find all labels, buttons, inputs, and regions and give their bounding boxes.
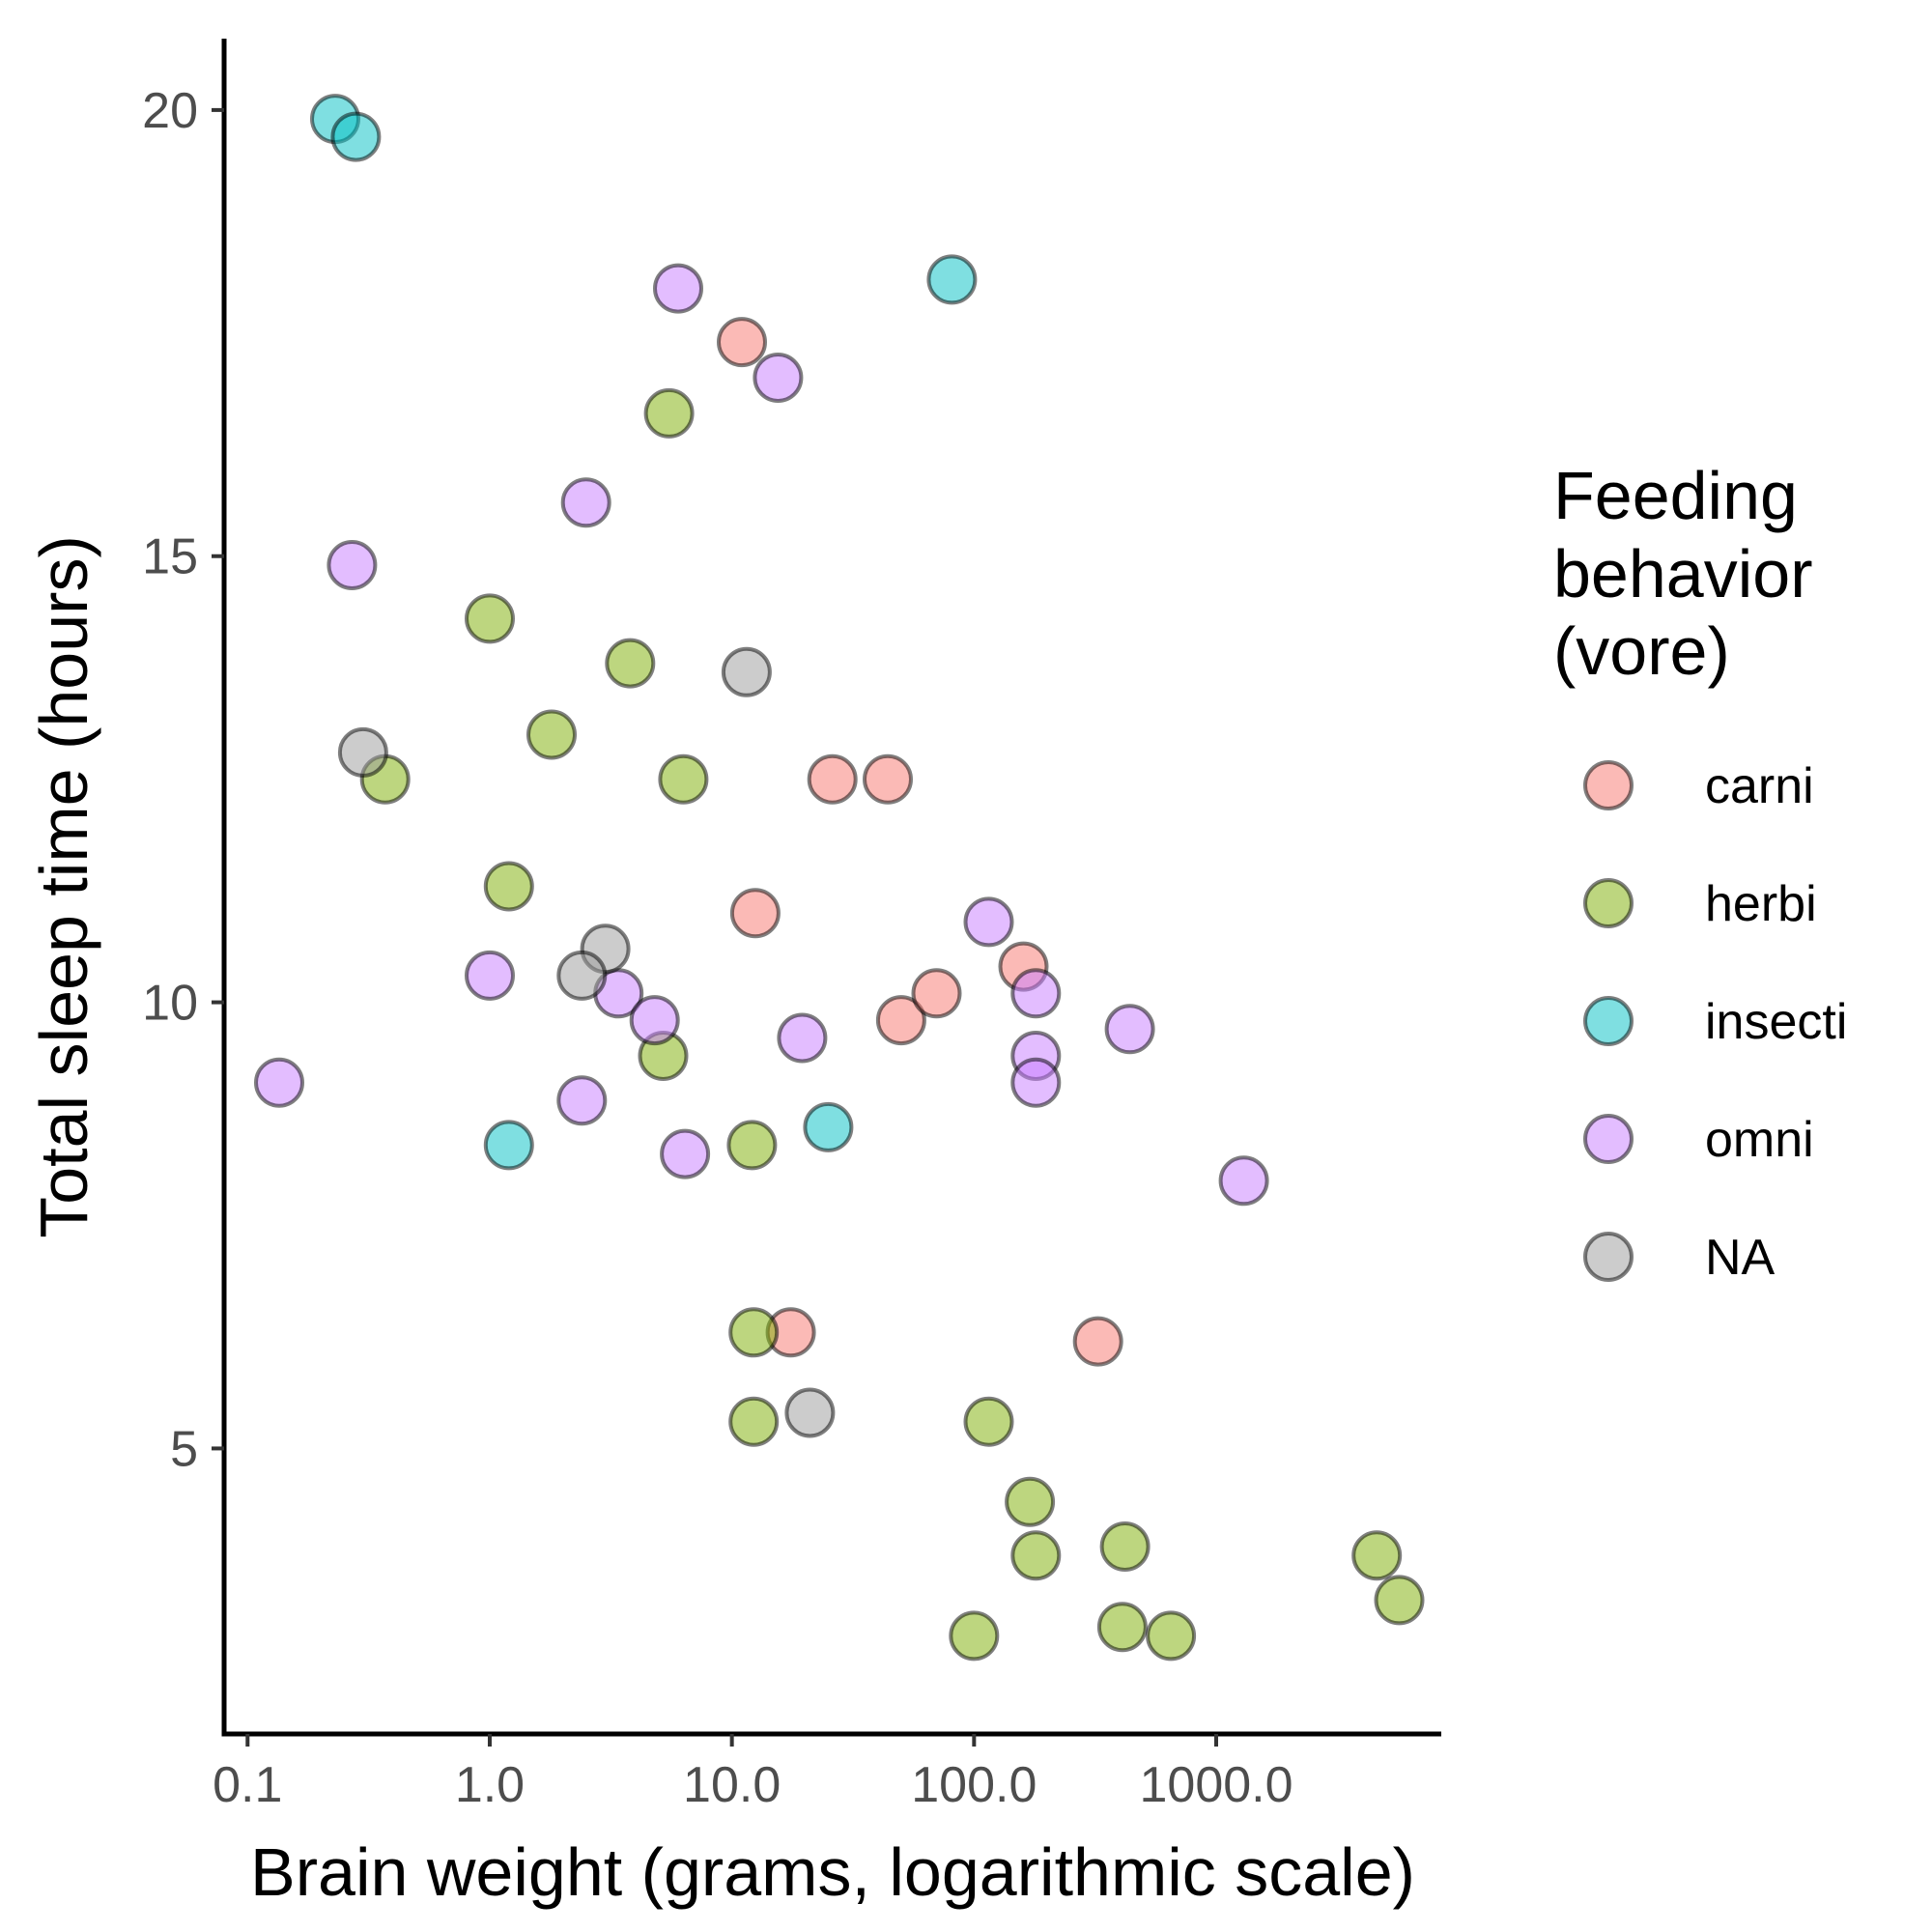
x-axis-ticks: 0.1 1.0 10.0 100.0 1000.0 bbox=[213, 1734, 1293, 1813]
point-na-1 bbox=[721, 646, 772, 697]
point-herbi-5 bbox=[658, 753, 709, 805]
legend-key-insecti bbox=[1583, 996, 1634, 1046]
y-tick-label: 15 bbox=[142, 529, 198, 585]
point-herbi-15 bbox=[1351, 1530, 1403, 1581]
point-insecti-1 bbox=[330, 111, 382, 162]
point-insecti-4 bbox=[803, 1101, 854, 1152]
legend-title-line-2: behavior bbox=[1553, 536, 1813, 611]
point-herbi-8 bbox=[726, 1120, 778, 1171]
point-herbi-6 bbox=[483, 861, 534, 912]
legend-key-omni bbox=[1583, 1114, 1634, 1164]
point-omni-11 bbox=[963, 896, 1014, 948]
point-omni-7 bbox=[254, 1057, 304, 1108]
legend-key-na bbox=[1583, 1232, 1634, 1282]
legend-item-omni: omni bbox=[1583, 1112, 1814, 1168]
legend-title-line-3: (vore) bbox=[1553, 613, 1730, 689]
point-carni-4 bbox=[875, 995, 926, 1046]
point-herbi-3 bbox=[526, 709, 577, 760]
y-tick-label: 5 bbox=[170, 1421, 198, 1477]
point-omni-0 bbox=[653, 263, 703, 314]
point-omni-2 bbox=[560, 477, 611, 528]
point-herbi-9 bbox=[728, 1307, 780, 1358]
legend-title-line-1: Feeding bbox=[1553, 458, 1798, 533]
point-omni-4 bbox=[465, 950, 515, 1001]
point-herbi-17 bbox=[1096, 1602, 1148, 1653]
point-herbi-1 bbox=[465, 593, 515, 644]
legend-key-carni bbox=[1583, 760, 1634, 810]
x-tick-label: 1000.0 bbox=[1139, 1757, 1293, 1813]
point-carni-2 bbox=[863, 753, 913, 805]
point-omni-14 bbox=[1010, 1057, 1062, 1108]
x-axis-title: Brain weight (grams, logarithmic scale) bbox=[250, 1834, 1415, 1910]
point-omni-1 bbox=[753, 353, 804, 403]
y-tick-label: 10 bbox=[142, 976, 198, 1032]
point-insecti-3 bbox=[483, 1120, 534, 1171]
legend: Feeding behavior (vore) carni herbi insect… bbox=[1553, 458, 1847, 1286]
point-na-0 bbox=[337, 726, 388, 778]
point-herbi-13 bbox=[1099, 1521, 1151, 1572]
point-carni-5 bbox=[911, 968, 962, 1019]
legend-label-herbi: herbi bbox=[1705, 876, 1817, 932]
legend-label-na: NA bbox=[1705, 1230, 1776, 1286]
legend-item-na: NA bbox=[1583, 1230, 1776, 1286]
point-herbi-18 bbox=[1146, 1610, 1197, 1662]
point-omni-6 bbox=[629, 995, 680, 1046]
plot-area: 0.1 1.0 10.0 100.0 1000.0 5 10 15 20 bbox=[142, 39, 1441, 1813]
legend-key-herbi bbox=[1583, 878, 1634, 928]
legend-item-carni: carni bbox=[1583, 758, 1814, 814]
y-tick-label: 20 bbox=[142, 83, 198, 139]
point-herbi-0 bbox=[643, 387, 695, 439]
x-tick-label: 0.1 bbox=[213, 1757, 282, 1813]
point-omni-8 bbox=[556, 1075, 608, 1126]
legend-label-carni: carni bbox=[1705, 758, 1814, 814]
point-herbi-14 bbox=[1010, 1530, 1062, 1581]
point-herbi-19 bbox=[1374, 1575, 1425, 1626]
point-omni-16 bbox=[1218, 1155, 1269, 1207]
legend-item-insecti: insecti bbox=[1583, 994, 1847, 1050]
point-herbi-2 bbox=[605, 638, 656, 689]
point-herbi-16 bbox=[949, 1610, 1000, 1662]
point-carni-1 bbox=[807, 753, 858, 805]
y-axis-ticks: 5 10 15 20 bbox=[142, 83, 224, 1477]
point-omni-12 bbox=[1010, 968, 1062, 1019]
point-omni-3 bbox=[327, 540, 378, 590]
legend-label-insecti: insecti bbox=[1705, 994, 1847, 1050]
point-na-3 bbox=[556, 950, 608, 1001]
point-herbi-11 bbox=[963, 1396, 1014, 1447]
x-tick-label: 10.0 bbox=[683, 1757, 781, 1813]
legend-label-omni: omni bbox=[1705, 1112, 1814, 1168]
points-layer bbox=[254, 94, 1425, 1662]
point-omni-9 bbox=[660, 1128, 711, 1179]
y-axis-title: Total sleep time (hours) bbox=[26, 535, 101, 1238]
point-carni-8 bbox=[1072, 1316, 1123, 1367]
point-carni-0 bbox=[717, 317, 767, 368]
x-tick-label: 1.0 bbox=[455, 1757, 525, 1813]
point-omni-10 bbox=[777, 1012, 828, 1064]
point-omni-15 bbox=[1104, 1004, 1155, 1055]
legend-item-herbi: herbi bbox=[1583, 876, 1817, 932]
point-carni-3 bbox=[729, 888, 781, 939]
point-na-4 bbox=[784, 1387, 836, 1438]
x-tick-label: 100.0 bbox=[911, 1757, 1037, 1813]
point-insecti-2 bbox=[926, 254, 978, 305]
point-herbi-12 bbox=[1005, 1476, 1056, 1527]
legend-items: carni herbi insecti omni NA bbox=[1583, 758, 1847, 1286]
point-herbi-10 bbox=[728, 1396, 780, 1447]
